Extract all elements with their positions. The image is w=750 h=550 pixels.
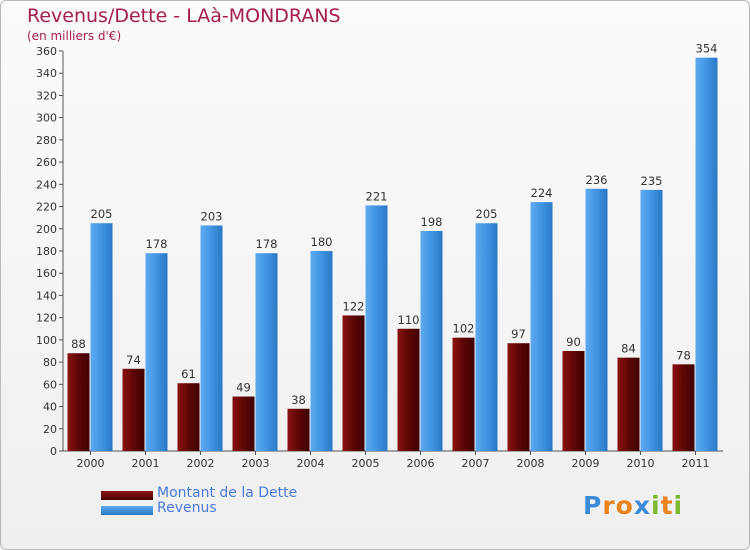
value-label: 203 — [201, 209, 223, 223]
chart-axes: 0 20 40 60 80 100 120 140 160 180 200 220 240 260 280 3… — [36, 45, 723, 470]
y-tick-label: 320 — [36, 89, 57, 102]
value-label: 90 — [566, 335, 581, 349]
bar-dette — [177, 383, 200, 451]
x-tick-label: 2003 — [242, 457, 270, 470]
value-label: 102 — [453, 322, 475, 336]
value-label: 221 — [366, 189, 388, 203]
value-label: 61 — [181, 367, 196, 381]
value-label: 178 — [146, 237, 168, 251]
y-tick-label: 40 — [43, 401, 57, 414]
bar-dette — [232, 396, 255, 451]
legend-swatch-revenus — [101, 506, 153, 515]
value-label: 224 — [531, 186, 553, 200]
value-label: 178 — [256, 237, 278, 251]
chart-title: Revenus/Dette - LAà-MONDRANS — [27, 5, 341, 27]
bar-dette — [452, 337, 475, 451]
bar-dette — [672, 364, 695, 451]
bar-revenus — [585, 188, 608, 451]
y-tick-label: 60 — [43, 378, 57, 391]
proxiti-logo: Proxiti — [583, 491, 683, 520]
value-label: 180 — [311, 235, 333, 249]
legend-swatch-dette — [101, 491, 153, 500]
bar-revenus — [200, 225, 223, 451]
value-label: 205 — [476, 207, 498, 221]
value-label: 122 — [343, 299, 365, 313]
bar-dette — [562, 351, 585, 451]
bar-revenus — [420, 231, 443, 451]
logo-letter: o — [615, 491, 634, 520]
y-tick-label: 140 — [36, 289, 57, 302]
value-label: 49 — [236, 381, 251, 395]
bar-revenus — [310, 251, 333, 451]
x-tick-label: 2005 — [352, 457, 380, 470]
bar-revenus — [255, 253, 278, 451]
x-tick-label: 2008 — [517, 457, 545, 470]
chart-value-labels: 88 74 61 49 38 122 110 102 97 90 84 78 205 178 203 178 1… — [71, 42, 717, 407]
x-tick-label: 2001 — [132, 457, 160, 470]
bar-dette — [397, 328, 420, 451]
bar-dette — [342, 315, 365, 451]
x-tick-label: 2006 — [407, 457, 435, 470]
value-label: 110 — [398, 313, 420, 327]
y-tick-label: 260 — [36, 156, 57, 169]
y-tick-label: 360 — [36, 45, 57, 58]
y-tick-label: 160 — [36, 267, 57, 280]
bar-revenus — [530, 202, 553, 451]
legend-label-dette: Montant de la Dette — [157, 485, 298, 501]
logo-letter: x — [633, 491, 651, 520]
y-tick-label: 220 — [36, 201, 57, 214]
bar-revenus — [90, 223, 113, 451]
value-label: 235 — [641, 174, 663, 188]
y-tick-label: 180 — [36, 245, 57, 258]
bar-dette — [617, 357, 640, 451]
value-label: 38 — [291, 393, 306, 407]
y-tick-label: 100 — [36, 334, 57, 347]
x-tick-label: 2000 — [77, 457, 105, 470]
logo-letter: t — [660, 491, 674, 520]
logo-letter: i — [673, 491, 684, 520]
value-label: 78 — [676, 348, 691, 362]
y-tick-label: 300 — [36, 112, 57, 125]
x-tick-label: 2009 — [572, 457, 600, 470]
bar-revenus — [145, 253, 168, 451]
chart-bars — [67, 57, 718, 452]
value-label: 88 — [71, 337, 86, 351]
x-tick-label: 2002 — [187, 457, 215, 470]
x-tick-label: 2004 — [297, 457, 325, 470]
chart-subtitle: (en milliers d'€) — [27, 29, 122, 43]
logo-letter: r — [602, 491, 616, 520]
y-tick-label: 0 — [50, 445, 57, 458]
x-tick-label: 2011 — [682, 457, 710, 470]
y-tick-label: 200 — [36, 223, 57, 236]
value-label: 354 — [696, 42, 718, 56]
value-label: 198 — [421, 215, 443, 229]
y-tick-label: 20 — [43, 423, 57, 436]
bar-dette — [67, 353, 90, 451]
value-label: 97 — [511, 327, 526, 341]
value-label: 74 — [126, 353, 141, 367]
value-label: 84 — [621, 342, 636, 356]
bar-revenus — [365, 205, 388, 451]
bar-dette — [122, 368, 145, 451]
y-tick-label: 340 — [36, 67, 57, 80]
bar-dette — [507, 343, 530, 451]
value-label: 205 — [91, 207, 113, 221]
bar-revenus — [475, 223, 498, 451]
logo-letter: i — [651, 491, 661, 520]
y-tick-label: 120 — [36, 312, 57, 325]
value-label: 236 — [586, 173, 608, 187]
x-tick-label: 2010 — [627, 457, 655, 470]
y-tick-label: 240 — [36, 178, 57, 191]
y-tick-label: 280 — [36, 134, 57, 147]
bar-dette — [287, 408, 310, 451]
y-tick-label: 80 — [43, 356, 57, 369]
bar-revenus — [695, 57, 718, 452]
logo-letter: P — [583, 491, 603, 520]
x-tick-label: 2007 — [462, 457, 490, 470]
legend-label-revenus: Revenus — [157, 500, 217, 516]
bar-revenus — [640, 189, 663, 451]
